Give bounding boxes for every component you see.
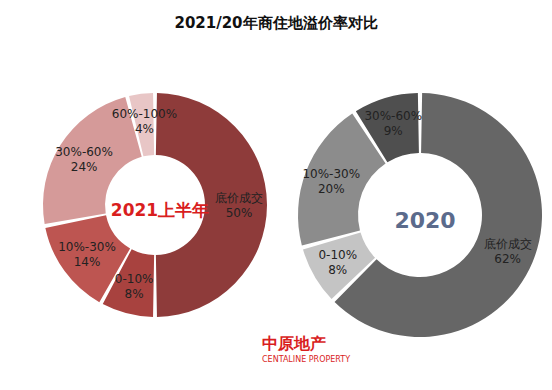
svg-text:30%-60%: 30%-60% bbox=[364, 109, 422, 123]
svg-text:0-10%: 0-10% bbox=[318, 248, 357, 262]
svg-text:30%-60%: 30%-60% bbox=[55, 145, 113, 159]
svg-text:9%: 9% bbox=[384, 124, 403, 138]
svg-text:10%-30%: 10%-30% bbox=[302, 167, 360, 181]
svg-text:底价成交: 底价成交 bbox=[215, 191, 263, 205]
svg-text:24%: 24% bbox=[71, 160, 98, 174]
svg-text:4%: 4% bbox=[135, 122, 154, 136]
svg-text:8%: 8% bbox=[328, 263, 347, 277]
svg-text:中原地产: 中原地产 bbox=[262, 334, 326, 353]
svg-text:2021上半年: 2021上半年 bbox=[111, 200, 209, 220]
svg-text:20%: 20% bbox=[318, 182, 345, 196]
svg-text:CENTALINE PROPERTY: CENTALINE PROPERTY bbox=[262, 355, 350, 364]
svg-text:60%-100%: 60%-100% bbox=[112, 107, 177, 121]
svg-text:0-10%: 0-10% bbox=[115, 272, 154, 286]
svg-text:底价成交: 底价成交 bbox=[484, 237, 532, 251]
svg-text:2020: 2020 bbox=[394, 208, 455, 233]
svg-text:62%: 62% bbox=[494, 252, 521, 266]
svg-text:50%: 50% bbox=[226, 206, 253, 220]
svg-text:10%-30%: 10%-30% bbox=[58, 240, 116, 254]
svg-text:8%: 8% bbox=[125, 287, 144, 301]
svg-text:2021/20年商住地溢价率对比: 2021/20年商住地溢价率对比 bbox=[174, 14, 377, 32]
svg-text:14%: 14% bbox=[74, 255, 101, 269]
